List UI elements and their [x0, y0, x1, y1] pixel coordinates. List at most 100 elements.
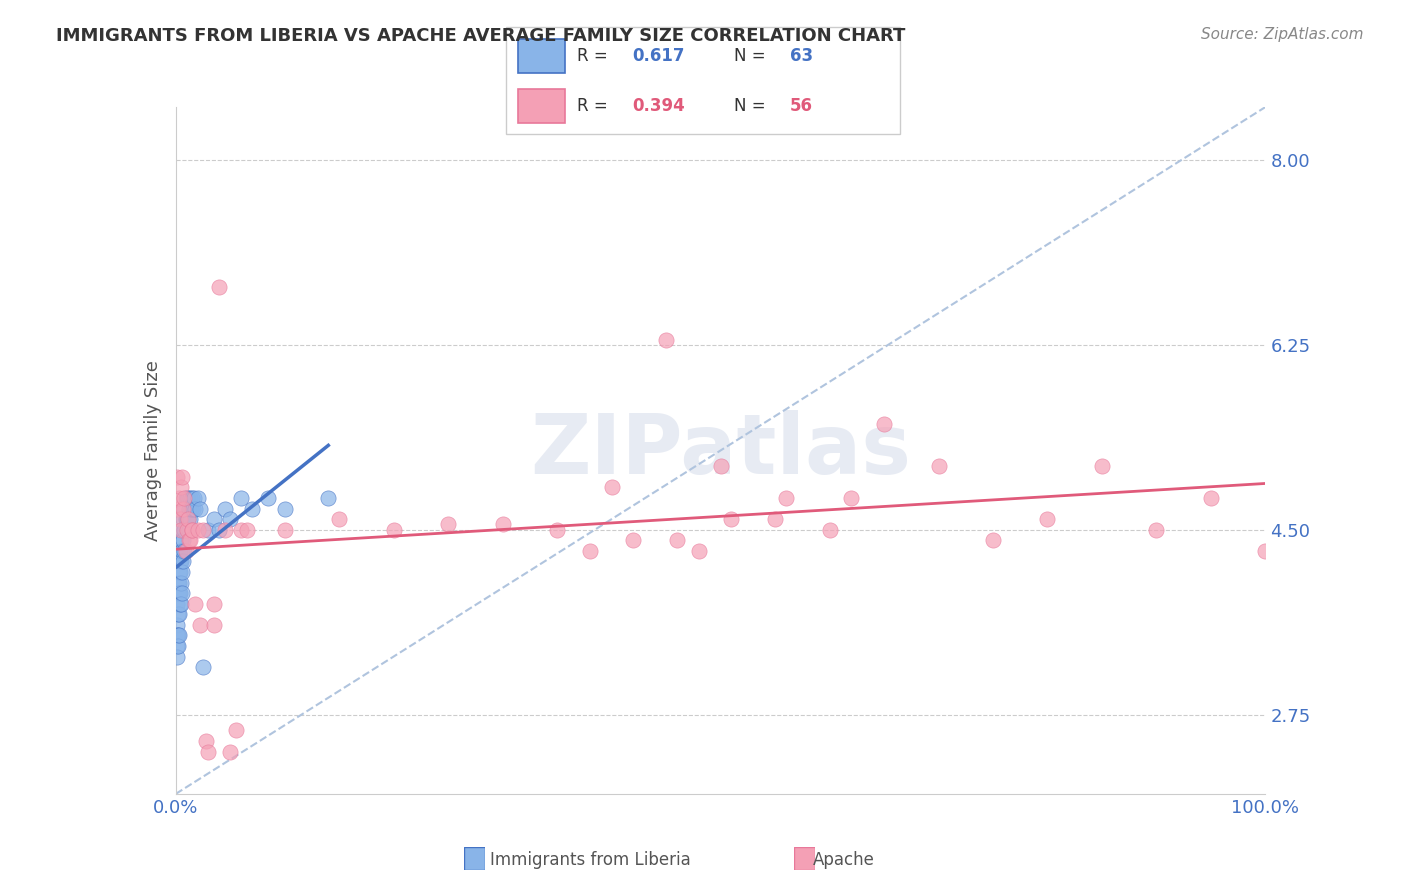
Point [174, 544, 197, 558]
Point [172, 512, 194, 526]
Point [170, 554, 193, 568]
Point [191, 523, 214, 537]
Point [240, 501, 263, 516]
Point [181, 523, 204, 537]
Point [328, 512, 350, 526]
Point [167, 491, 190, 505]
Point [219, 512, 242, 526]
Point [382, 523, 405, 537]
Point [167, 554, 190, 568]
Text: R =: R = [576, 97, 613, 115]
Point [720, 512, 742, 526]
Point [818, 523, 841, 537]
Point [177, 533, 200, 548]
Point [166, 649, 188, 664]
Point [173, 523, 195, 537]
Point [166, 628, 188, 642]
Point [174, 491, 197, 505]
Text: N =: N = [734, 97, 772, 115]
Point [167, 607, 190, 622]
Point [202, 617, 225, 632]
Point [202, 597, 225, 611]
Point [184, 597, 207, 611]
Point [208, 279, 231, 293]
Text: R =: R = [576, 46, 613, 64]
Point [600, 480, 623, 494]
Point [179, 533, 201, 548]
Point [169, 554, 191, 568]
Text: Apache: Apache [813, 851, 875, 869]
Point [176, 491, 198, 505]
Point [873, 417, 896, 431]
Point [172, 544, 194, 558]
Point [173, 501, 195, 516]
Point [1036, 512, 1059, 526]
Point [176, 523, 198, 537]
Point [167, 639, 190, 653]
Text: ZIPatlas: ZIPatlas [530, 410, 911, 491]
Point [181, 523, 204, 537]
Point [1199, 491, 1222, 505]
Point [166, 470, 188, 484]
Point [928, 459, 950, 474]
Point [775, 491, 797, 505]
Point [167, 575, 190, 590]
Point [981, 533, 1004, 548]
Point [172, 523, 194, 537]
Point [183, 491, 205, 505]
Point [437, 517, 460, 532]
Point [191, 660, 214, 674]
Point [172, 586, 194, 600]
Point [172, 470, 194, 484]
Text: N =: N = [734, 46, 772, 64]
Text: Source: ZipAtlas.com: Source: ZipAtlas.com [1201, 27, 1364, 42]
Point [197, 745, 219, 759]
Point [710, 459, 733, 474]
FancyBboxPatch shape [506, 27, 900, 134]
Point [186, 523, 209, 537]
Point [188, 617, 211, 632]
Point [172, 554, 194, 568]
Point [169, 597, 191, 611]
Point [841, 491, 863, 505]
Point [167, 586, 190, 600]
Point [621, 533, 644, 548]
Point [655, 333, 678, 347]
Point [166, 617, 188, 632]
Text: IMMIGRANTS FROM LIBERIA VS APACHE AVERAGE FAMILY SIZE CORRELATION CHART: IMMIGRANTS FROM LIBERIA VS APACHE AVERAG… [56, 27, 905, 45]
Point [172, 533, 194, 548]
Text: 63: 63 [790, 46, 813, 64]
Point [172, 565, 194, 579]
Point [214, 523, 236, 537]
Point [492, 517, 515, 532]
Point [666, 533, 689, 548]
FancyBboxPatch shape [517, 89, 565, 123]
Point [546, 523, 568, 537]
Point [274, 501, 297, 516]
Point [177, 512, 200, 526]
Point [167, 565, 190, 579]
Text: 0.394: 0.394 [633, 97, 685, 115]
Point [180, 501, 202, 516]
Text: Immigrants from Liberia: Immigrants from Liberia [491, 851, 690, 869]
FancyBboxPatch shape [517, 38, 565, 73]
Point [274, 523, 297, 537]
Point [179, 491, 201, 505]
Point [166, 597, 188, 611]
Point [1254, 544, 1277, 558]
Point [167, 575, 190, 590]
Text: 56: 56 [790, 97, 813, 115]
Point [170, 575, 193, 590]
Point [166, 639, 188, 653]
Point [177, 512, 200, 526]
Point [167, 501, 190, 516]
Point [172, 501, 194, 516]
Point [214, 501, 236, 516]
Point [231, 523, 253, 537]
Point [318, 491, 340, 505]
Point [188, 501, 211, 516]
FancyBboxPatch shape [464, 847, 485, 870]
Point [174, 512, 197, 526]
Point [177, 491, 200, 505]
Point [1091, 459, 1114, 474]
